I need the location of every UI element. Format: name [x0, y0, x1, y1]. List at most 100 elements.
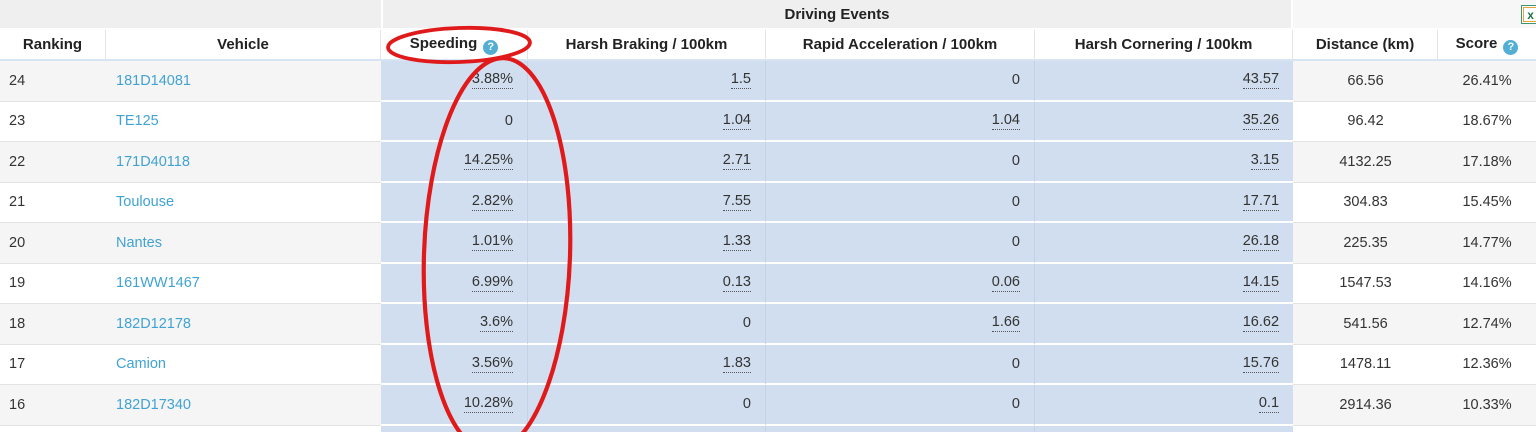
speeding-value[interactable]: 3.6%: [479, 314, 513, 333]
rapid-acceleration-value[interactable]: 0: [1011, 72, 1020, 89]
ranking-cell: 21: [0, 182, 106, 223]
table-row: 17 Camion 3.56% 1.83 0 15.76 1478.11 12.…: [0, 344, 1536, 385]
score-cell: 14.77%: [1438, 223, 1536, 264]
col-header-distance[interactable]: Distance (km): [1293, 30, 1439, 61]
distance-cell: 1478.11: [1293, 344, 1439, 385]
table-row: 22 171D40118 14.25% 2.71 0 3.15 4132.25 …: [0, 142, 1536, 183]
harsh-braking-value[interactable]: 2.71: [722, 152, 751, 171]
col-header-harsh-braking[interactable]: Harsh Braking / 100km: [528, 30, 766, 61]
harsh-braking-cell: 7.55: [528, 182, 766, 223]
harsh-braking-value[interactable]: 0: [742, 396, 751, 413]
harsh-cornering-value[interactable]: 15.76: [1242, 354, 1280, 373]
harsh-braking-value[interactable]: 1.5: [730, 71, 751, 90]
vehicle-link[interactable]: Camion: [116, 356, 166, 373]
vehicle-cell: 182D12178: [106, 304, 381, 345]
vehicle-link[interactable]: 182D12178: [116, 315, 191, 332]
harsh-cornering-value[interactable]: 16.62: [1242, 314, 1280, 333]
vehicle-link[interactable]: 171D40118: [116, 153, 190, 170]
ranking-cell: 19: [0, 263, 106, 304]
col-header-speeding[interactable]: Speeding?: [381, 30, 528, 61]
vehicle-link[interactable]: TE125: [116, 113, 159, 130]
rapid-acceleration-value[interactable]: 0.06: [991, 273, 1020, 292]
speeding-value[interactable]: 14.25%: [463, 152, 513, 171]
speeding-value[interactable]: 10.28%: [463, 395, 513, 414]
harsh-braking-value[interactable]: 0: [742, 315, 751, 332]
score-cell: 10.33%: [1438, 385, 1536, 426]
vehicle-link[interactable]: 182D17340: [116, 396, 191, 413]
group-header-spacer-left: [0, 0, 381, 30]
harsh-cornering-value[interactable]: 14.15: [1242, 273, 1280, 292]
vehicle-link[interactable]: 181D14081: [116, 72, 191, 89]
score-help-icon[interactable]: ?: [1503, 39, 1519, 55]
speeding-value[interactable]: 3.56%: [471, 354, 513, 373]
speeding-value[interactable]: 6.99%: [471, 273, 513, 292]
col-header-rapid-acceleration[interactable]: Rapid Acceleration / 100km: [766, 30, 1035, 61]
harsh-braking-cell: 0: [528, 385, 766, 426]
harsh-braking-cell: 2.71: [528, 142, 766, 183]
rapid-acceleration-cell: 0: [766, 182, 1035, 223]
rapid-acceleration-value[interactable]: 0: [1011, 193, 1020, 210]
vehicle-cell: 181D14081: [106, 61, 381, 102]
table-row: 23 TE125 0 1.04 1.04 35.26 96.42 18.67%: [0, 101, 1536, 142]
distance-cell: 66.56: [1293, 61, 1439, 102]
col-header-harsh-cornering[interactable]: Harsh Cornering / 100km: [1035, 30, 1294, 61]
rapid-acceleration-cell: 0: [766, 223, 1035, 264]
harsh-cornering-value[interactable]: 35.26: [1242, 111, 1280, 130]
harsh-braking-cell: 0: [528, 304, 766, 345]
speeding-cell: 6.99%: [381, 263, 528, 304]
ranking-cell: 24: [0, 61, 106, 102]
rapid-acceleration-value[interactable]: 0: [1011, 234, 1020, 251]
speeding-value[interactable]: 2.82%: [471, 192, 513, 211]
vehicle-cell: Toulouse: [106, 182, 381, 223]
speeding-value[interactable]: 0: [504, 112, 513, 129]
score-cell: 15.45%: [1438, 182, 1536, 223]
ranking-cell: 23: [0, 101, 106, 142]
col-header-score[interactable]: Score?: [1438, 30, 1536, 61]
speeding-value[interactable]: 3.88%: [471, 71, 513, 90]
vehicle-link[interactable]: Toulouse: [116, 194, 175, 211]
group-header-row: Driving Events x: [0, 0, 1536, 30]
rapid-acceleration-cell: 0: [766, 385, 1035, 426]
speeding-cell: 0: [381, 101, 528, 142]
rapid-acceleration-value[interactable]: 0: [1011, 153, 1020, 170]
speeding-help-icon[interactable]: ?: [483, 39, 499, 55]
vehicle-cell: 182D17340: [106, 385, 381, 426]
distance-cell: 225.35: [1293, 223, 1439, 264]
harsh-braking-value[interactable]: 1.83: [722, 354, 751, 373]
rapid-acceleration-cell: 1.04: [766, 101, 1035, 142]
harsh-cornering-value[interactable]: 0.1: [1258, 395, 1280, 414]
rapid-acceleration-value[interactable]: 1.04: [991, 111, 1020, 130]
harsh-cornering-value[interactable]: 43.57: [1242, 71, 1280, 90]
vehicle-link[interactable]: Nantes: [116, 234, 162, 251]
speeding-cell: 10.28%: [381, 385, 528, 426]
table-row: 19 161WW1467 6.99% 0.13 0.06 14.15 1547.…: [0, 263, 1536, 304]
score-cell: 14.16%: [1438, 263, 1536, 304]
harsh-cornering-value[interactable]: 26.18: [1242, 233, 1280, 252]
vehicle-cell: 161WW1467: [106, 263, 381, 304]
distance-cell: 1547.53: [1293, 263, 1439, 304]
col-header-vehicle[interactable]: Vehicle: [106, 30, 381, 61]
speeding-value[interactable]: 1.01%: [471, 233, 513, 252]
vehicle-link[interactable]: 161WW1467: [116, 275, 200, 292]
harsh-braking-value[interactable]: 7.55: [722, 192, 751, 211]
rapid-acceleration-value[interactable]: 0: [1011, 355, 1020, 372]
rapid-acceleration-value[interactable]: 1.66: [991, 314, 1020, 333]
export-excel-button[interactable]: x: [1521, 5, 1536, 24]
harsh-cornering-value[interactable]: 17.71: [1242, 192, 1280, 211]
harsh-braking-value[interactable]: 1.33: [722, 233, 751, 252]
ranking-cell: 18: [0, 304, 106, 345]
harsh-braking-cell: 1.83: [528, 344, 766, 385]
vehicle-cell: TE125: [106, 101, 381, 142]
rapid-acceleration-value[interactable]: 0: [1011, 396, 1020, 413]
distance-cell: 4132.25: [1293, 142, 1439, 183]
harsh-braking-value[interactable]: 1.04: [722, 111, 751, 130]
harsh-braking-value[interactable]: 0.13: [722, 273, 751, 292]
harsh-cornering-cell: 26.18: [1035, 223, 1294, 264]
harsh-cornering-cell: 0.1: [1035, 385, 1294, 426]
col-header-ranking[interactable]: Ranking: [0, 30, 106, 61]
rapid-acceleration-cell: 0: [766, 142, 1035, 183]
harsh-cornering-cell: 43.57: [1035, 61, 1294, 102]
harsh-cornering-value[interactable]: 3.15: [1250, 152, 1280, 171]
